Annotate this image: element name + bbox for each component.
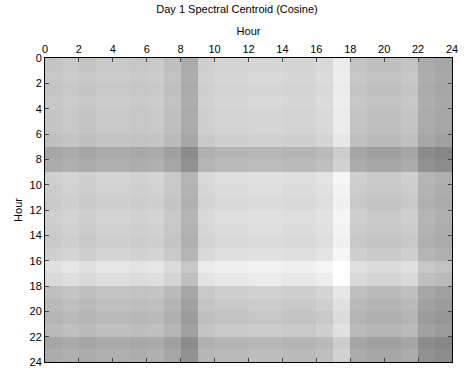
svg-text:Hour: Hour <box>237 25 261 37</box>
svg-text:20: 20 <box>30 305 42 317</box>
svg-text:2: 2 <box>36 77 42 89</box>
svg-text:12: 12 <box>30 204 42 216</box>
svg-text:Day 1 Spectral Centroid (Cosin: Day 1 Spectral Centroid (Cosine) <box>156 3 317 15</box>
svg-text:4: 4 <box>36 103 42 115</box>
svg-text:8: 8 <box>178 43 184 55</box>
svg-text:22: 22 <box>412 43 424 55</box>
svg-text:0: 0 <box>42 43 48 55</box>
svg-text:18: 18 <box>30 280 42 292</box>
svg-text:0: 0 <box>36 52 42 64</box>
svg-text:16: 16 <box>310 43 322 55</box>
svg-text:10: 10 <box>208 43 220 55</box>
svg-text:8: 8 <box>36 153 42 165</box>
svg-text:24: 24 <box>446 43 458 55</box>
svg-text:Hour: Hour <box>12 198 24 222</box>
svg-text:2: 2 <box>76 43 82 55</box>
svg-text:10: 10 <box>30 179 42 191</box>
svg-text:6: 6 <box>144 43 150 55</box>
svg-text:12: 12 <box>242 43 254 55</box>
svg-text:16: 16 <box>30 255 42 267</box>
svg-text:14: 14 <box>30 229 42 241</box>
svg-text:4: 4 <box>110 43 116 55</box>
svg-text:14: 14 <box>276 43 288 55</box>
svg-text:6: 6 <box>36 128 42 140</box>
svg-text:22: 22 <box>30 331 42 343</box>
svg-text:18: 18 <box>344 43 356 55</box>
svg-text:24: 24 <box>30 356 42 368</box>
svg-text:20: 20 <box>378 43 390 55</box>
